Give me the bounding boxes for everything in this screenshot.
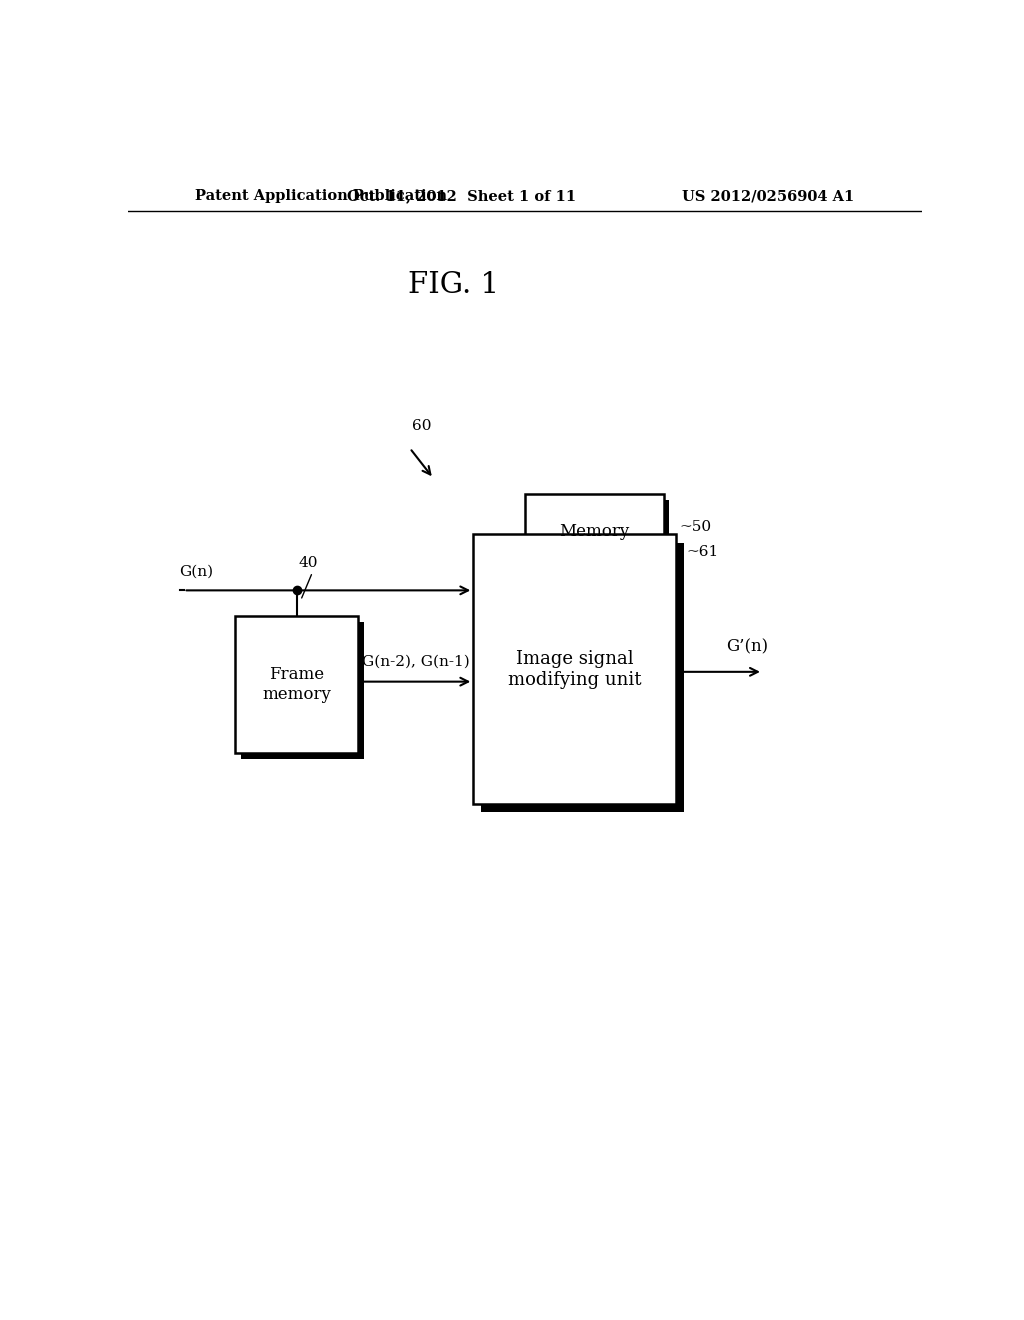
Text: Memory: Memory: [559, 524, 630, 540]
Text: ~50: ~50: [680, 520, 712, 533]
Bar: [524, 494, 664, 570]
Text: Frame
memory: Frame memory: [262, 667, 331, 702]
Text: Image signal
modifying unit: Image signal modifying unit: [508, 649, 641, 689]
Bar: [473, 535, 676, 804]
Bar: [236, 615, 358, 752]
Text: 40: 40: [299, 556, 318, 570]
Text: G’(n): G’(n): [726, 639, 768, 656]
Text: Patent Application Publication: Patent Application Publication: [196, 189, 447, 203]
Bar: [241, 622, 364, 759]
Text: G(n-2), G(n-1): G(n-2), G(n-1): [361, 655, 470, 668]
Text: G(n): G(n): [179, 564, 214, 578]
Text: US 2012/0256904 A1: US 2012/0256904 A1: [682, 189, 854, 203]
Text: Oct. 11, 2012  Sheet 1 of 11: Oct. 11, 2012 Sheet 1 of 11: [347, 189, 575, 203]
Text: ~61: ~61: [686, 545, 718, 558]
Text: FIG. 1: FIG. 1: [408, 272, 499, 300]
Bar: [530, 500, 670, 576]
Bar: [481, 543, 684, 812]
Text: 60: 60: [412, 418, 431, 433]
